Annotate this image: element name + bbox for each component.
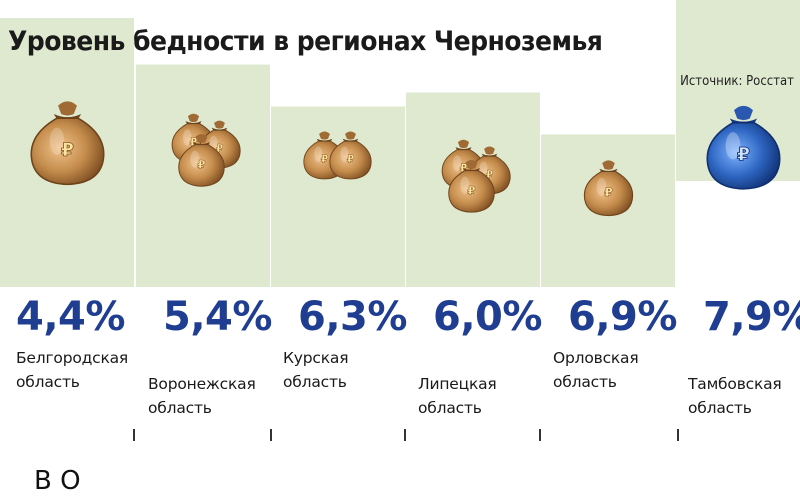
source-note: Источник: Росстат: [680, 74, 794, 89]
region-name-5: Орловская область: [553, 349, 639, 391]
region-name-6: Тамбовская область: [688, 375, 782, 417]
separator-tick-3: [404, 429, 406, 441]
region-name-4: Липецкая область: [418, 375, 497, 417]
poverty-chart: ₽ ₽ 4,4%5,4%6,3%6,0%6,9%7,9%: [0, 0, 800, 340]
value-label-6: 7,9%: [703, 294, 800, 340]
separator-tick-4: [539, 429, 541, 441]
region-name-2: Воронежская область: [148, 375, 256, 417]
bar-3: [271, 106, 405, 287]
footer-caption: В О: [34, 466, 81, 496]
value-label-4: 6,0%: [433, 294, 542, 340]
value-label-2: 5,4%: [163, 294, 272, 340]
value-label-3: 6,3%: [298, 294, 407, 340]
separator-tick-5: [677, 429, 679, 441]
separator-tick-2: [270, 429, 272, 441]
separator-tick-1: [133, 429, 135, 441]
value-label-1: 4,4%: [16, 294, 125, 340]
region-name-3: Курская область: [283, 349, 349, 391]
value-label-5: 6,9%: [568, 294, 677, 340]
chart-title: Уровень бедности в регионах Черноземья: [8, 26, 603, 57]
region-name-1: Белгородская область: [16, 349, 129, 391]
